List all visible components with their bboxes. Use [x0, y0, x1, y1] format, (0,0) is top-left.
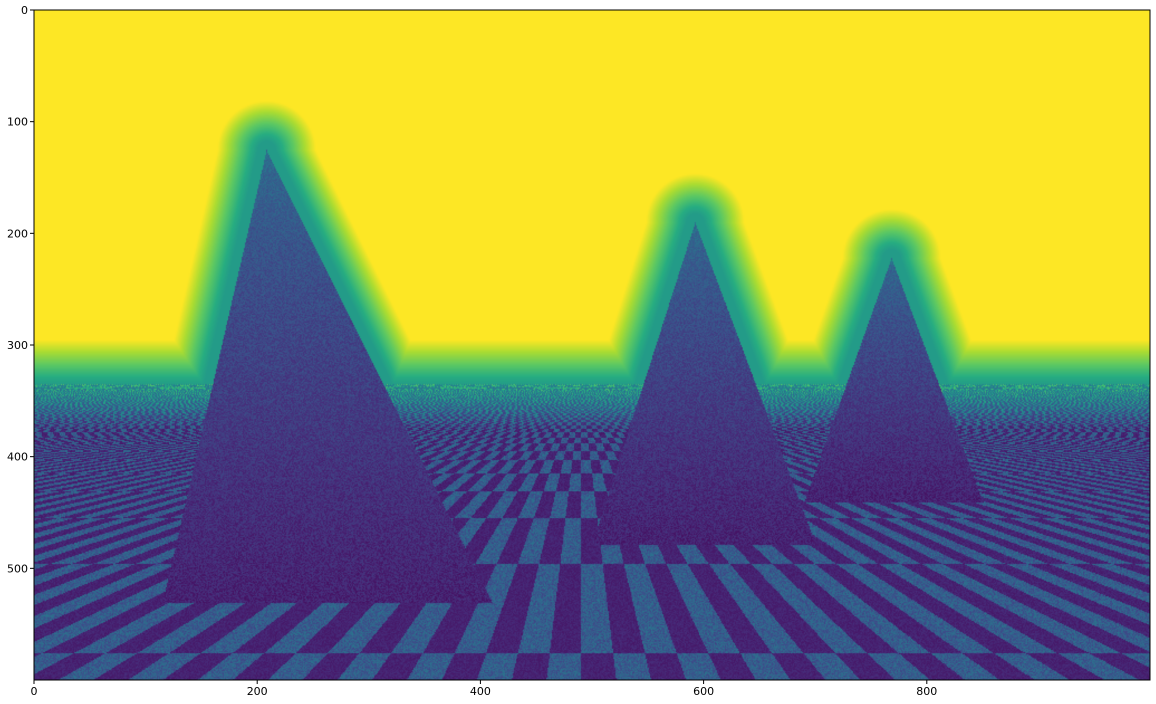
- x-tick-label: 200: [247, 685, 268, 698]
- y-axis: 0 100 200 300 400 500: [7, 4, 34, 575]
- depth-image: [34, 10, 1150, 680]
- y-tick-label: 300: [7, 339, 28, 352]
- x-tick-label: 600: [693, 685, 714, 698]
- y-tick-label: 0: [21, 4, 28, 17]
- y-tick-label: 500: [7, 562, 28, 575]
- y-tick-label: 400: [7, 451, 28, 464]
- y-tick-label: 100: [7, 116, 28, 129]
- y-tick-label: 200: [7, 227, 28, 240]
- x-tick-label: 800: [916, 685, 937, 698]
- image-plot-area: [34, 10, 1150, 680]
- x-axis: 0 200 400 600 800: [31, 680, 937, 698]
- x-tick-label: 0: [31, 685, 38, 698]
- x-tick-label: 400: [470, 685, 491, 698]
